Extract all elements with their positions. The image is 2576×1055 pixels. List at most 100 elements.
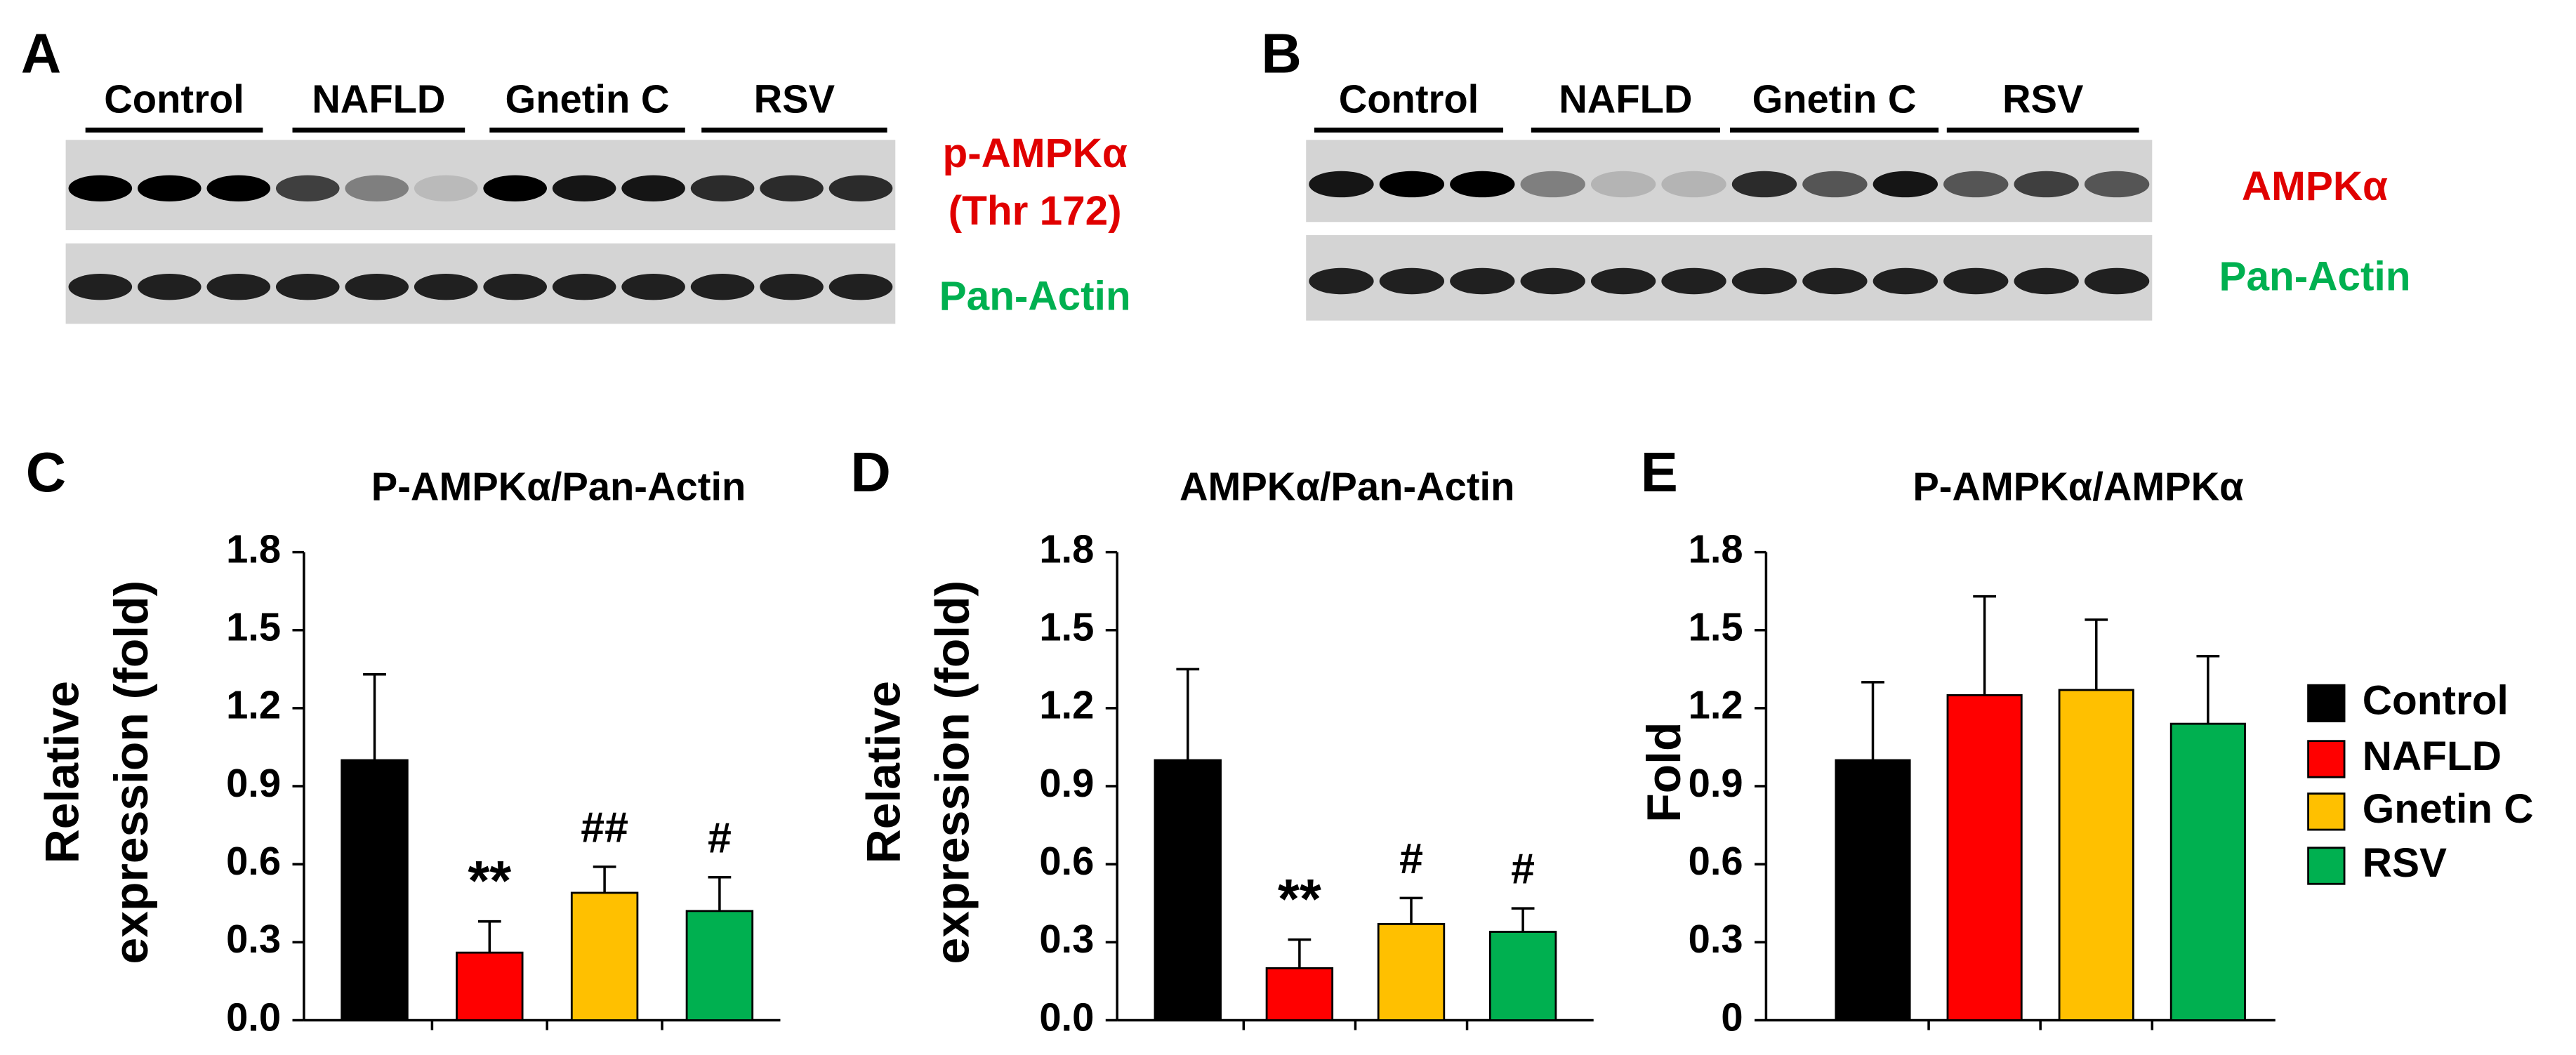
blot-band xyxy=(2084,267,2150,295)
lane-group-label: RSV xyxy=(754,77,835,121)
lane-group-label: NAFLD xyxy=(312,77,445,121)
blot-band xyxy=(1802,171,1868,198)
lane-group-label: NAFLD xyxy=(1559,77,1692,121)
blot-band xyxy=(1309,267,1374,295)
y-axis-label: expression (fold) xyxy=(105,580,158,964)
y-tick-label: 1.2 xyxy=(1039,683,1094,727)
blot-band xyxy=(828,175,893,202)
lane-group-label: RSV xyxy=(2002,77,2084,121)
y-axis-label: expression (fold) xyxy=(927,580,979,964)
y-axis-label: Fold xyxy=(1638,722,1691,823)
y-tick-label: 0.9 xyxy=(1689,761,1743,805)
blot-band xyxy=(414,273,478,300)
blot-image xyxy=(65,243,896,324)
y-tick-label: 0.6 xyxy=(1689,839,1743,883)
significance-label: ## xyxy=(581,803,628,851)
y-tick-label: 0 xyxy=(1721,995,1743,1039)
y-tick-label: 1.5 xyxy=(1039,605,1094,649)
panel-letter: D xyxy=(850,441,890,503)
blot-band xyxy=(828,273,893,300)
y-tick-label: 0.9 xyxy=(226,761,281,805)
y-tick-label: 1.2 xyxy=(1689,683,1743,727)
y-tick-label: 0.3 xyxy=(1689,917,1743,961)
chart-title: P-AMPKα/AMPKα xyxy=(1913,465,2243,509)
blot-band xyxy=(552,175,616,202)
lane-group-label: Control xyxy=(104,77,244,121)
y-tick-label: 0.0 xyxy=(226,995,281,1039)
blot-band xyxy=(1309,171,1374,198)
bar xyxy=(570,891,639,1021)
y-tick-label: 1.8 xyxy=(226,526,281,571)
blot-band xyxy=(1590,267,1656,295)
blot-band xyxy=(138,175,202,202)
legend-label: Gnetin C xyxy=(2363,786,2534,832)
blot-band xyxy=(1661,267,1726,295)
bar xyxy=(2169,722,2246,1021)
legend-label: NAFLD xyxy=(2363,734,2502,779)
y-tick-label: 0.6 xyxy=(1039,839,1094,883)
y-tick-label: 1.5 xyxy=(226,605,281,649)
y-tick-label: 1.8 xyxy=(1689,526,1743,571)
bar xyxy=(1154,759,1222,1021)
blot-band xyxy=(1520,171,1585,198)
legend-swatch xyxy=(2307,684,2346,723)
blot-label: Pan-Actin xyxy=(939,274,1131,319)
panel-letter: E xyxy=(1641,441,1678,503)
y-tick-label: 1.8 xyxy=(1039,526,1094,571)
blot-band xyxy=(275,175,340,202)
bar xyxy=(1377,922,1446,1021)
bar xyxy=(341,759,409,1021)
blot-band xyxy=(1379,171,1445,198)
blot-band xyxy=(1590,171,1656,198)
lane-group-label: Control xyxy=(1339,77,1479,121)
blot-band xyxy=(1661,171,1726,198)
blot-band xyxy=(760,175,824,202)
blot-band xyxy=(690,175,755,202)
blot-label: AMPKα xyxy=(2242,164,2388,209)
legend-swatch xyxy=(2307,740,2346,778)
blot-image xyxy=(1306,140,2153,223)
blot-band xyxy=(1379,267,1445,295)
blot-band xyxy=(690,273,755,300)
blot-band xyxy=(414,175,478,202)
blot-label: Pan-Actin xyxy=(2219,254,2410,300)
blot-band xyxy=(483,273,547,300)
significance-label: ** xyxy=(468,849,511,912)
blot-band xyxy=(1450,171,1515,198)
blot-label: (Thr 172) xyxy=(949,188,1122,234)
blot-band xyxy=(1802,267,1868,295)
blot-band xyxy=(483,175,547,202)
blot-band xyxy=(345,175,409,202)
bar xyxy=(456,951,524,1021)
significance-label: # xyxy=(1511,845,1535,893)
blot-band xyxy=(206,175,271,202)
y-axis-label: Relative xyxy=(857,681,910,863)
blot-band xyxy=(206,273,271,300)
blot-band xyxy=(275,273,340,300)
blot-band xyxy=(2014,267,2079,295)
significance-label: ** xyxy=(1278,868,1321,930)
legend-label: Control xyxy=(2363,677,2509,723)
y-tick-label: 0.6 xyxy=(226,839,281,883)
blot-band xyxy=(1943,171,2009,198)
y-tick-label: 1.5 xyxy=(1689,605,1743,649)
blot-band xyxy=(552,273,616,300)
y-axis-label: Relative xyxy=(37,681,89,863)
legend-swatch xyxy=(2307,792,2346,831)
blot-band xyxy=(1943,267,2009,295)
y-tick-label: 0.9 xyxy=(1039,761,1094,805)
blot-band xyxy=(1450,267,1515,295)
blot-band xyxy=(68,175,133,202)
blot-label: p-AMPKα xyxy=(942,131,1127,176)
significance-label: # xyxy=(1399,835,1423,882)
chart-title: P-AMPKα/Pan-Actin xyxy=(371,465,746,509)
blot-band xyxy=(621,175,685,202)
blot-band xyxy=(760,273,824,300)
bar xyxy=(1946,694,2023,1021)
panel-letter: C xyxy=(26,441,66,503)
blot-band xyxy=(1731,267,1797,295)
blot-band xyxy=(1872,171,1938,198)
panel-letter: B xyxy=(1261,22,1301,84)
blot-band xyxy=(2014,171,2079,198)
